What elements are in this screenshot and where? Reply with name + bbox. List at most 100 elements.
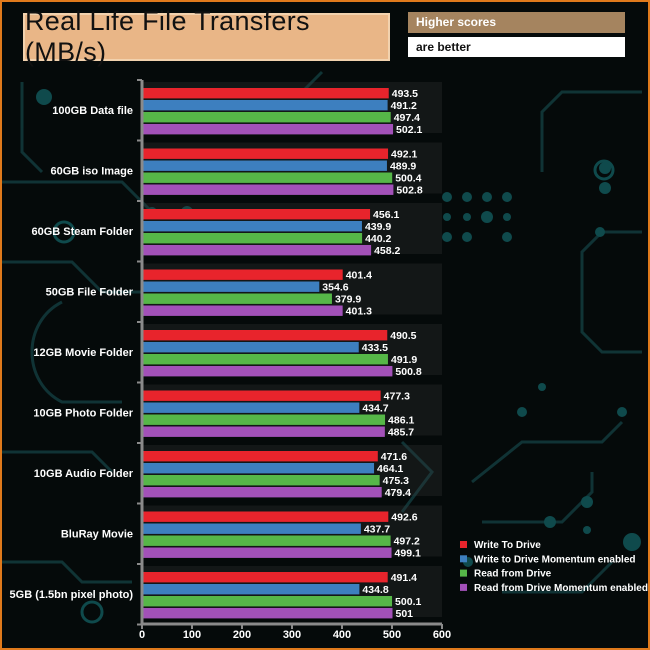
data-label: 433.5 [362, 342, 388, 354]
legend-swatch [460, 569, 467, 577]
bar [142, 475, 380, 486]
bar [142, 463, 375, 474]
legend-swatch [460, 555, 467, 563]
data-label: 502.8 [396, 185, 422, 197]
bar [142, 535, 391, 546]
bar [142, 160, 387, 171]
bar [142, 596, 393, 607]
data-label: 497.4 [394, 112, 420, 124]
data-label: 401.4 [346, 270, 372, 282]
legend-label: Read from Drive Momentum enabled [474, 583, 648, 594]
data-label: 401.3 [346, 306, 372, 318]
data-label: 439.9 [365, 221, 391, 233]
data-label: 490.5 [390, 330, 416, 342]
data-label: 486.1 [388, 415, 414, 427]
data-label: 491.4 [391, 572, 417, 584]
data-label: 437.7 [364, 524, 390, 536]
bar [142, 148, 389, 159]
category-label: 5GB (1.5bn pixel photo) [10, 589, 134, 601]
bar [142, 414, 386, 425]
bar [142, 209, 371, 220]
data-label: 500.8 [395, 366, 421, 378]
data-label: 479.4 [385, 487, 411, 499]
bar [142, 354, 388, 365]
x-tick-label: 400 [333, 629, 351, 641]
data-label: 492.6 [391, 512, 417, 524]
data-label: 458.2 [374, 245, 400, 257]
data-label: 485.7 [388, 427, 414, 439]
bar [142, 100, 388, 111]
data-label: 491.9 [391, 354, 417, 366]
bar [142, 584, 360, 595]
x-tick-label: 600 [433, 629, 451, 641]
data-label: 379.9 [335, 294, 361, 306]
legend-label: Write To Drive [474, 540, 541, 551]
bar [142, 269, 343, 280]
data-label: 434.8 [362, 584, 388, 596]
bar [142, 184, 394, 195]
legend-label: Write to Drive Momentum enabled [474, 554, 636, 565]
data-label: 475.3 [383, 475, 409, 487]
data-label: 491.2 [391, 100, 417, 112]
bar [142, 221, 362, 232]
data-label: 434.7 [362, 403, 388, 415]
x-tick-label: 100 [183, 629, 201, 641]
data-label: 500.4 [395, 173, 421, 185]
data-label: 489.9 [390, 161, 416, 173]
bar [142, 305, 343, 316]
bar [142, 233, 363, 244]
data-label: 501 [396, 608, 414, 620]
category-label: 10GB Audio Folder [34, 468, 134, 480]
legend-label: Read from Drive [474, 569, 552, 580]
x-tick-label: 0 [139, 629, 145, 641]
bar [142, 293, 332, 304]
data-label: 497.2 [394, 536, 420, 548]
bar [142, 281, 320, 292]
legend-swatch [460, 583, 467, 591]
bar [142, 402, 360, 413]
bar [142, 390, 381, 401]
category-label: 100GB Data file [52, 105, 133, 117]
note-higher-scores: Higher scores [408, 12, 625, 33]
bar [142, 342, 359, 353]
legend-swatch [460, 541, 467, 548]
bar [142, 172, 393, 183]
bar [142, 511, 389, 522]
bar [142, 487, 382, 498]
category-label: 10GB Photo Folder [33, 408, 133, 420]
category-label: 60GB Steam Folder [32, 226, 134, 238]
bar [142, 88, 389, 99]
category-label: 60GB iso Image [50, 166, 133, 178]
data-label: 440.2 [365, 233, 391, 245]
x-tick-label: 500 [383, 629, 401, 641]
note-are-better: are better [408, 37, 625, 57]
data-label: 456.1 [373, 209, 399, 221]
category-label: BluRay Movie [61, 529, 133, 541]
data-label: 492.1 [391, 149, 417, 161]
bar [142, 572, 388, 583]
bar [142, 124, 394, 135]
bar [142, 112, 391, 123]
bar [142, 523, 361, 534]
category-label: 12GB Movie Folder [33, 347, 133, 359]
data-label: 464.1 [377, 463, 403, 475]
data-label: 493.5 [392, 88, 418, 100]
bar [142, 366, 393, 377]
bar [142, 547, 392, 558]
bar [142, 608, 393, 619]
bar [142, 245, 372, 256]
bar [142, 451, 378, 462]
data-label: 471.6 [381, 451, 407, 463]
data-label: 500.1 [395, 596, 421, 608]
data-label: 499.1 [395, 548, 421, 560]
category-label: 50GB File Folder [46, 287, 134, 299]
x-tick-label: 300 [283, 629, 301, 641]
bar [142, 330, 388, 341]
bar [142, 426, 385, 437]
x-tick-label: 200 [233, 629, 251, 641]
data-label: 477.3 [384, 391, 410, 403]
data-label: 502.1 [396, 124, 422, 136]
data-label: 354.6 [322, 282, 348, 294]
